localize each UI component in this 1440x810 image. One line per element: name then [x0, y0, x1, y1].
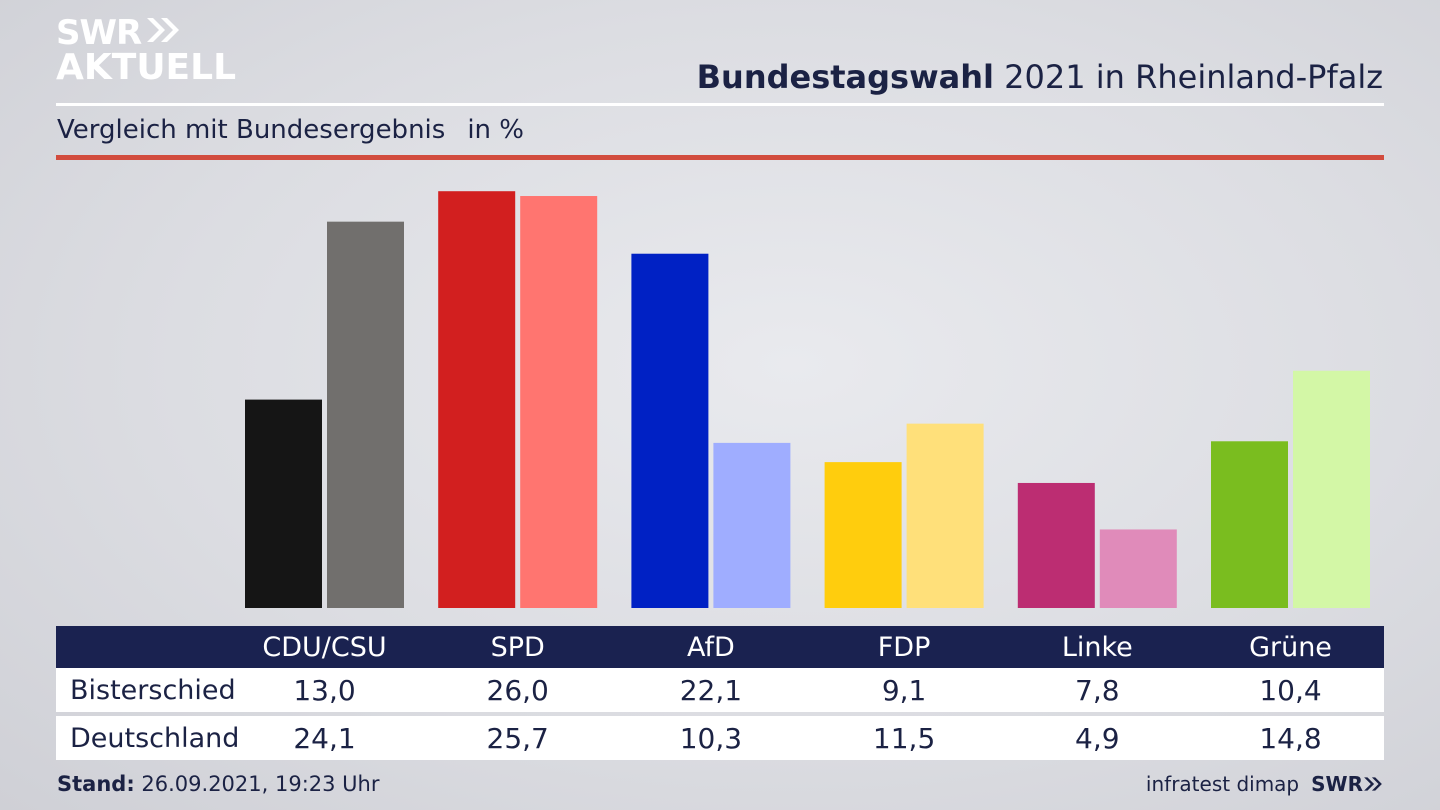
- column-header-afd: AfD: [686, 631, 735, 663]
- footer-swr-text: SWR: [1311, 772, 1363, 796]
- column-header-cdu-csu: CDU/CSU: [262, 631, 387, 663]
- row-label-deutschland: Deutschland: [70, 722, 240, 754]
- row-label-bisterschied: Bisterschied: [70, 674, 236, 706]
- logo-aktuell-text: AKTUELL: [56, 47, 237, 88]
- value-cell: 13,0: [293, 673, 356, 707]
- value-cell: 10,4: [1259, 673, 1322, 707]
- title-rest: 2021 in Rheinland-Pfalz: [994, 58, 1383, 96]
- bar-linke-deutschland: [1099, 529, 1177, 608]
- value-cell: 11,5: [872, 721, 936, 755]
- bar-gr-ne-bisterschied: [1211, 441, 1288, 608]
- bar-gr-ne-deutschland: [1293, 370, 1370, 608]
- footer-chevron-icon: [1364, 777, 1382, 791]
- value-cell: 4,9: [1075, 721, 1120, 755]
- double-chevron-icon: [145, 16, 181, 50]
- bar-afd-deutschland: [713, 442, 791, 608]
- page-title: Bundestagswahl 2021 in Rheinland-Pfalz: [697, 58, 1383, 96]
- stand-label: Stand:: [57, 772, 135, 796]
- table-row-deutschland: Deutschland 24,1 25,7 10,3 11,5 4,9 14,8: [56, 716, 1384, 760]
- bar-fdp-deutschland: [906, 423, 984, 608]
- value-cell: 25,7: [486, 721, 549, 755]
- title-bold: Bundestagswahl: [696, 58, 994, 96]
- column-header-linke: Linke: [1061, 631, 1133, 663]
- bar-spd-bisterschied: [438, 191, 516, 608]
- header-divider: [56, 103, 1384, 106]
- logo-swr-text: SWR: [56, 13, 142, 53]
- value-cell: 10,3: [679, 721, 743, 755]
- chart-subtitle: Vergleich mit Bundesergebnis in %: [57, 115, 524, 145]
- results-table: CDU/CSU SPD AfD FDP Linke Grüne Bisterschied …: [56, 626, 1384, 760]
- column-header-spd: SPD: [490, 631, 545, 663]
- value-cell: 26,0: [486, 673, 549, 707]
- value-cell: 24,1: [293, 721, 356, 755]
- value-cell: 22,1: [679, 673, 743, 707]
- column-header-gr-ne: Grüne: [1249, 631, 1332, 663]
- timestamp: Stand: 26.09.2021, 19:23 Uhr: [57, 772, 380, 796]
- column-header-fdp: FDP: [877, 631, 931, 663]
- value-cell: 9,1: [881, 673, 927, 707]
- stand-value: 26.09.2021, 19:23 Uhr: [134, 772, 380, 796]
- swr-aktuell-logo: SWR AKTUELL: [56, 16, 236, 86]
- source-credit: infratest dimap SWR: [1146, 772, 1383, 796]
- subtitle-text: Vergleich mit Bundesergebnis: [57, 115, 446, 145]
- value-cell: 7,8: [1075, 673, 1120, 707]
- footer-swr-logo: SWR: [1311, 772, 1383, 796]
- bar-afd-bisterschied: [631, 253, 709, 608]
- bar-spd-deutschland: [520, 196, 598, 609]
- subtitle-unit: in %: [467, 115, 524, 145]
- red-divider: [56, 155, 1384, 160]
- table-row-bisterschied: Bisterschied 13,0 26,0 22,1 9,1 7,8 10,4: [56, 668, 1384, 712]
- table-header-row: CDU/CSU SPD AfD FDP Linke Grüne: [56, 626, 1384, 668]
- bar-cdu-csu-deutschland: [327, 221, 404, 608]
- value-cell: 14,8: [1259, 721, 1322, 755]
- bar-linke-bisterschied: [1017, 482, 1095, 608]
- bar-cdu-csu-bisterschied: [245, 399, 322, 608]
- bar-fdp-bisterschied: [824, 462, 902, 608]
- source-text: infratest dimap: [1145, 772, 1300, 796]
